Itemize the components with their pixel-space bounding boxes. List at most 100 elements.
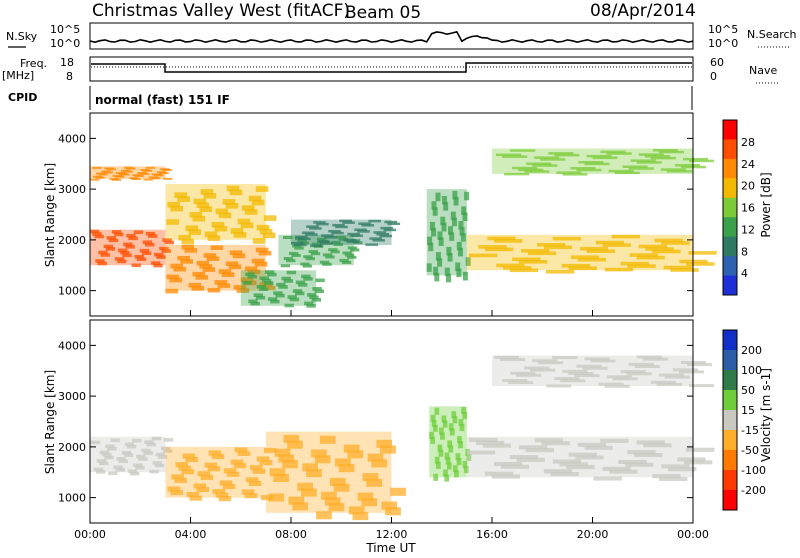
rti-cell: [182, 453, 196, 459]
rti-cell: [322, 253, 333, 257]
rti-cell: [319, 435, 336, 444]
rti-cell: [525, 448, 554, 453]
rti-cell: [627, 450, 656, 455]
colorbar-tick: 16: [741, 202, 755, 215]
noise-left-tick-bottom: 10^0: [50, 37, 80, 50]
rti-cell: [165, 288, 178, 294]
rti-cell: [453, 196, 459, 206]
rti-cell: [244, 209, 258, 215]
rti-cell: [93, 467, 104, 472]
rti-cell: [448, 423, 454, 431]
rti-cell: [286, 270, 297, 275]
rti-cell: [163, 438, 174, 442]
rti-cell: [292, 289, 303, 293]
rti-cell: [666, 170, 692, 173]
rti-cell: [297, 239, 307, 243]
rti-cell: [287, 295, 297, 299]
rti-cell: [368, 219, 381, 223]
rti-cell: [598, 382, 624, 386]
rti-cell: [626, 372, 652, 376]
rti-cell: [465, 257, 471, 266]
rti-cell: [311, 242, 321, 246]
rti-cell: [431, 201, 437, 210]
rti-cell: [321, 234, 334, 237]
rti-cell: [126, 167, 136, 170]
rti-cell: [429, 431, 434, 439]
rti-cell: [244, 266, 258, 271]
rti-cell: [433, 473, 438, 481]
rti-cell: [358, 222, 371, 225]
colorbar-swatch: [723, 217, 737, 238]
rti-cell: [437, 231, 443, 240]
rti-cell: [291, 241, 304, 245]
rti-cell: [550, 472, 579, 477]
rti-cell: [552, 459, 582, 464]
rti-cell: [221, 272, 235, 277]
rti-block: [429, 406, 467, 478]
rti-cell: [554, 153, 580, 157]
rti-cell: [444, 267, 450, 277]
rti-cell: [689, 159, 715, 163]
rti-cell: [242, 281, 252, 285]
y-tick-label: 1000: [58, 492, 86, 505]
rti-cell: [387, 222, 401, 226]
rti-cell: [268, 493, 285, 502]
rti-cell: [254, 261, 268, 267]
rti-cell: [652, 249, 681, 254]
rti-cell: [380, 226, 393, 230]
rti-cell: [312, 287, 322, 291]
rti-cell: [122, 253, 132, 258]
rti-cell: [255, 247, 269, 253]
colorbar-swatch: [723, 139, 737, 160]
rti-cell: [440, 432, 445, 440]
rti-cell: [237, 218, 251, 225]
rti-cell: [518, 260, 548, 264]
rti-cell: [627, 264, 656, 268]
rti-cell: [306, 304, 316, 308]
colorbar-swatch: [723, 430, 737, 451]
rti-cell: [251, 258, 265, 264]
rti-cell: [454, 470, 459, 478]
rti-cell: [222, 483, 236, 489]
rti-cell: [298, 237, 311, 241]
beam-label: Beam 05: [345, 3, 421, 23]
rti-cell: [120, 173, 130, 176]
x-tick-label: 08:00: [275, 528, 307, 541]
rti-cell: [215, 208, 229, 215]
rti-cell: [592, 156, 618, 160]
rti-cell: [656, 382, 682, 386]
rti-cell: [274, 448, 291, 457]
rti-cell: [568, 372, 594, 375]
rti-cell: [433, 266, 439, 276]
rti-cell: [538, 361, 564, 365]
rti-cell: [469, 437, 498, 442]
rti-cell: [638, 244, 667, 249]
rti-cell: [106, 168, 116, 171]
rti-cell: [128, 236, 138, 241]
rti-cell: [126, 444, 137, 449]
rti-cell: [289, 297, 300, 302]
rti-cell: [664, 375, 690, 379]
rti-block: [240, 270, 317, 306]
rti-cell: [233, 232, 247, 238]
rti-cell: [244, 493, 258, 499]
rti-cell: [435, 192, 441, 202]
rti-cell: [445, 457, 451, 465]
rti-cell: [156, 255, 166, 259]
rti-cell: [487, 236, 516, 241]
rti-cell: [252, 468, 266, 474]
rti-cell: [138, 457, 148, 461]
rti-cell: [320, 242, 333, 245]
rti-cell: [92, 166, 102, 169]
x-tick-label: 00:00: [677, 528, 709, 541]
rti-cell: [258, 287, 269, 291]
rti-cell: [264, 270, 275, 274]
rti-cell: [218, 269, 232, 274]
rti-cell: [188, 229, 202, 235]
rti-cell: [510, 149, 536, 152]
rti-cell: [199, 206, 213, 212]
rti-cell: [142, 169, 153, 172]
rti-cell: [264, 281, 274, 285]
rti-cell: [196, 260, 210, 266]
rti-cell: [117, 259, 127, 264]
